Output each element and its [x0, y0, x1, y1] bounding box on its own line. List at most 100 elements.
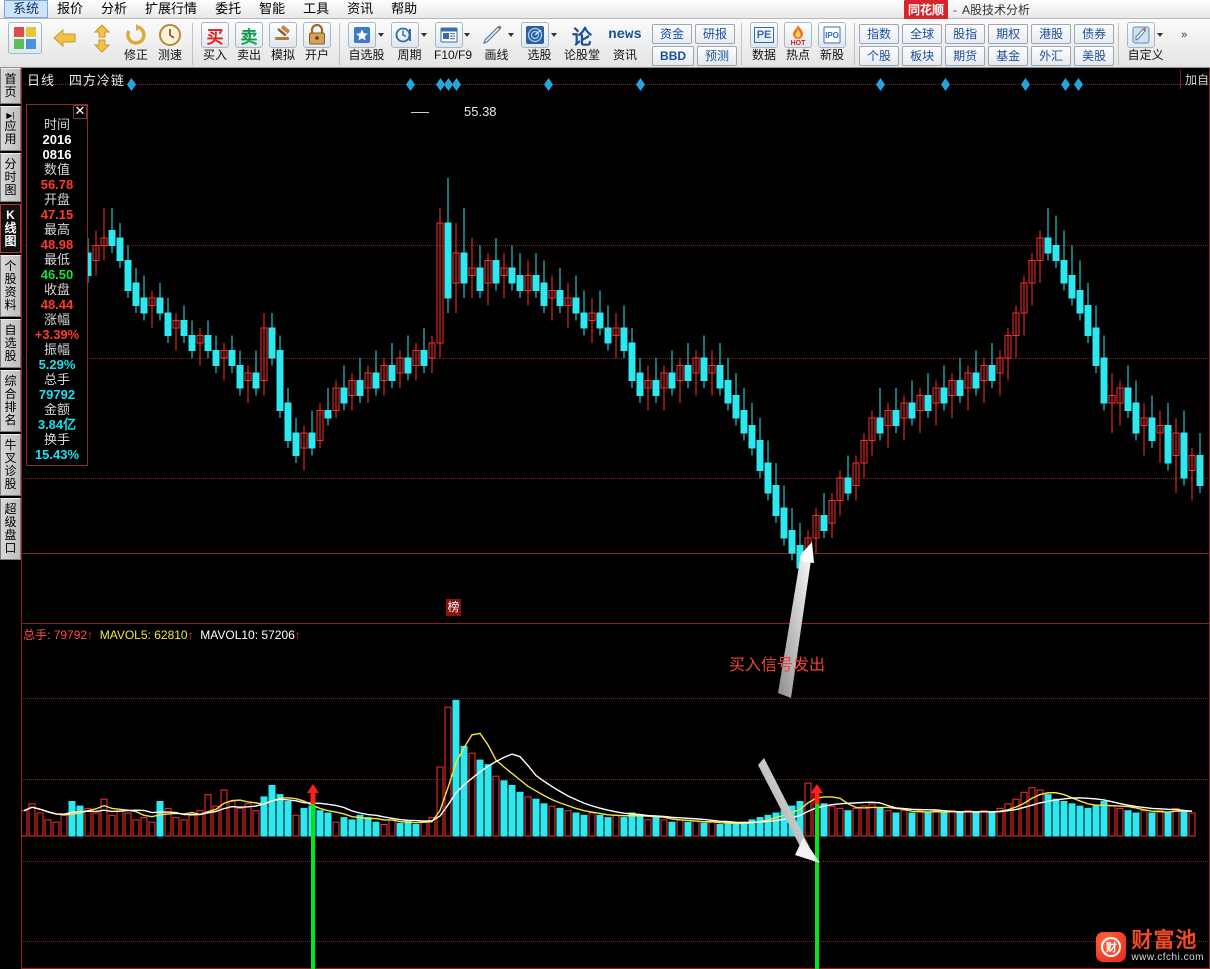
- candle-body: [364, 372, 372, 389]
- new-stock-button[interactable]: IPO 新股: [815, 21, 849, 62]
- candle-body: [172, 320, 180, 329]
- market-button-r2-3[interactable]: 基金: [988, 46, 1029, 66]
- menu-item-5[interactable]: 智能: [259, 1, 286, 16]
- kline-panel[interactable]: 日线 四方冷链 加自选 55.38 ✕: [21, 68, 1210, 623]
- market-button-r1-5[interactable]: 债券: [1074, 24, 1115, 44]
- open-account-button[interactable]: 开户: [300, 21, 334, 62]
- market-button-r2-2[interactable]: 期货: [945, 46, 986, 66]
- market-button-r1-1[interactable]: 全球: [902, 24, 943, 44]
- market-button-r1-0[interactable]: 指数: [859, 24, 900, 44]
- candle-body: [580, 312, 588, 329]
- buy-signal-annotation: 买入信号发出: [729, 657, 826, 674]
- volume-bar: [92, 812, 100, 837]
- f10-label: F10/F9: [434, 48, 473, 62]
- volume-bar: [924, 812, 932, 837]
- volume-bar: [116, 810, 124, 837]
- buy-button[interactable]: 买 买入: [198, 21, 232, 62]
- volume-bar: [1188, 812, 1196, 837]
- research-report-button[interactable]: 研报: [695, 24, 736, 44]
- menu-item-0[interactable]: 系统: [4, 0, 49, 18]
- speedtest-button[interactable]: 测速: [153, 21, 187, 62]
- custom-edit-icon: [1127, 22, 1156, 48]
- revise-button[interactable]: 修正: [119, 21, 153, 62]
- volume-bar: [1028, 787, 1036, 837]
- volume-bar: [84, 807, 92, 837]
- menu-item-4[interactable]: 委托: [215, 1, 242, 16]
- sidebar-item-ranking[interactable]: 综合排名: [0, 370, 21, 432]
- custom-dropdown-caret[interactable]: [1155, 22, 1164, 48]
- sidebar-item-intraday[interactable]: 分时图: [0, 153, 21, 202]
- sell-icon: 卖: [235, 22, 263, 48]
- candle-body: [1148, 417, 1156, 441]
- candle-body: [908, 402, 916, 419]
- stock-picker-button[interactable]: 选股: [518, 21, 561, 62]
- market-button-r2-4[interactable]: 外汇: [1031, 46, 1072, 66]
- candle-body: [780, 507, 788, 539]
- market-button-r1-3[interactable]: 期权: [988, 24, 1029, 44]
- menu-item-1[interactable]: 报价: [57, 1, 84, 16]
- back-button[interactable]: [45, 21, 85, 54]
- stock-picker-dropdown-caret[interactable]: [549, 22, 558, 48]
- menu-item-6[interactable]: 工具: [303, 1, 330, 16]
- period-dropdown-caret[interactable]: [419, 22, 428, 48]
- sell-button[interactable]: 卖 卖出: [232, 21, 266, 62]
- bbd-button[interactable]: BBD: [652, 46, 695, 66]
- volume-panel[interactable]: 总手: 79792↑ MAVOL5: 62810↑ MAVOL10: 57206…: [21, 623, 1210, 969]
- volume-bar: [60, 814, 68, 837]
- news-button[interactable]: news 资讯: [603, 21, 647, 62]
- funds-button[interactable]: 资金: [652, 24, 693, 44]
- sidebar-item-apps[interactable]: ▶| 应用: [0, 106, 21, 151]
- volume-bar: [860, 805, 868, 837]
- brand-zone: 同花顺 - A股技术分析: [903, 0, 1210, 19]
- f10-dropdown-caret[interactable]: [463, 22, 472, 48]
- candle-body: [668, 372, 676, 389]
- updown-button[interactable]: [85, 21, 119, 54]
- sidebar-item-watchlist[interactable]: 自选股: [0, 319, 21, 368]
- close-icon[interactable]: ✕: [73, 104, 87, 119]
- candle-body: [124, 260, 132, 291]
- overflow-button[interactable]: »: [1167, 21, 1201, 48]
- sidebar-item-superbook[interactable]: 超级盘口: [0, 498, 21, 560]
- volume-bar: [532, 798, 540, 837]
- watchlist-dropdown-caret[interactable]: [376, 22, 385, 48]
- f10-button[interactable]: F10/F9: [431, 21, 475, 62]
- candle-body: [212, 350, 220, 366]
- market-button-r2-0[interactable]: 个股: [859, 46, 900, 66]
- sidebar-item-stock-info[interactable]: 个股资料: [0, 255, 21, 317]
- sidebar-item-diagnose[interactable]: 牛叉诊股: [0, 434, 21, 496]
- market-button-r2-5[interactable]: 美股: [1074, 46, 1115, 66]
- add-favorite-button[interactable]: 加自选: [1180, 70, 1210, 89]
- market-button-r2-1[interactable]: 板块: [902, 46, 943, 66]
- data-button[interactable]: PE 数据: [747, 21, 781, 62]
- market-button-r1-4[interactable]: 港股: [1031, 24, 1072, 44]
- custom-button[interactable]: 自定义: [1124, 21, 1167, 62]
- candle-body: [1068, 275, 1076, 299]
- draw-line-button[interactable]: 画线: [475, 21, 518, 62]
- windows-tile-button[interactable]: [5, 21, 45, 54]
- menu-item-7[interactable]: 资讯: [347, 1, 374, 16]
- candle-body: [940, 387, 948, 404]
- forecast-button[interactable]: 预测: [697, 46, 738, 66]
- star-box-icon: [348, 22, 376, 48]
- sidebar-item-home[interactable]: 首页: [0, 68, 21, 104]
- sidebar-item-kline[interactable]: K线图: [0, 204, 21, 253]
- menu-item-8[interactable]: 帮助: [391, 1, 418, 16]
- volume-bar: [852, 807, 860, 837]
- menu-item-2[interactable]: 分析: [101, 1, 128, 16]
- quote-info-box[interactable]: ✕ 时间 2016 0816 数值 56.78 开盘 47.15 最高 48.98 最低 46.50…: [26, 104, 88, 466]
- sidebar-item-label: K线图: [4, 208, 17, 248]
- market-button-r1-2[interactable]: 股指: [945, 24, 986, 44]
- period-button[interactable]: 周期: [388, 21, 431, 62]
- menu-item-3[interactable]: 扩展行情: [145, 1, 198, 16]
- hotspot-button[interactable]: HOT 热点: [781, 21, 815, 62]
- volume-bar: [100, 798, 108, 837]
- buy-icon: 买: [201, 22, 229, 48]
- simulate-button[interactable]: 模拟: [266, 21, 300, 62]
- volume-bar: [996, 807, 1004, 837]
- rank-badge[interactable]: 榜: [446, 599, 461, 616]
- forum-button[interactable]: 论 论股堂: [561, 21, 603, 62]
- candle-body: [836, 477, 844, 501]
- candle-body: [460, 252, 468, 284]
- draw-line-dropdown-caret[interactable]: [506, 22, 515, 48]
- watchlist-button[interactable]: 自选股: [345, 21, 388, 62]
